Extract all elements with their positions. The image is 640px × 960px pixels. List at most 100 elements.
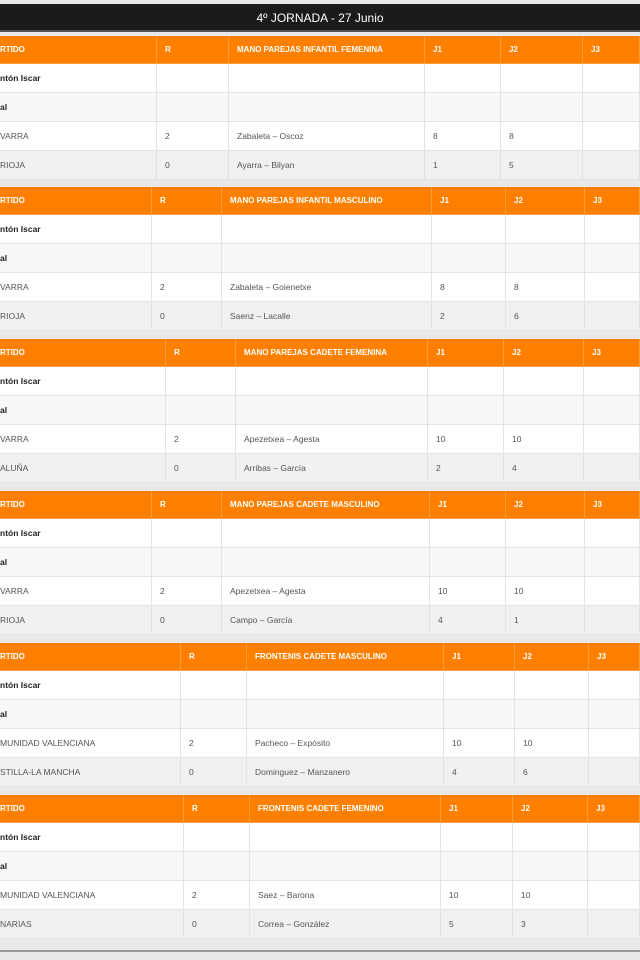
cell-j3 <box>588 910 640 938</box>
column-header-j1: J1 <box>425 36 501 63</box>
cell-pareja <box>222 548 430 576</box>
cell-r: 2 <box>152 577 222 605</box>
cell-j1: 10 <box>430 577 506 605</box>
cell-pareja: Dominguez – Manzanero <box>247 758 444 786</box>
cell-j1: 10 <box>441 881 513 909</box>
column-header-j3: J3 <box>588 795 640 822</box>
table-row: al <box>0 852 640 881</box>
column-header-j1: J1 <box>432 187 506 214</box>
cell-pareja: Zabaleta – Goienetxe <box>222 273 432 301</box>
column-header-j3: J3 <box>585 491 640 518</box>
cell-j3 <box>589 729 640 757</box>
cell-j2 <box>501 64 583 92</box>
cell-j3 <box>588 852 640 880</box>
cell-r: 0 <box>184 910 250 938</box>
top-spacer <box>0 0 640 4</box>
cell-j1 <box>430 519 506 547</box>
cell-partido: ntón Iscar <box>0 367 166 395</box>
cell-j2: 8 <box>501 122 583 150</box>
cell-partido: VARRA <box>0 577 152 605</box>
cell-partido: MUNIDAD VALENCIANA <box>0 729 181 757</box>
table-header: RTIDO R FRONTENIS CADETE MASCULINO J1 J2 J3 <box>0 643 640 671</box>
cell-j2 <box>506 215 585 243</box>
cell-j3 <box>584 425 640 453</box>
cell-j2: 6 <box>515 758 589 786</box>
cell-pareja: Correa – González <box>250 910 441 938</box>
cell-j1: 4 <box>430 606 506 634</box>
cell-j2 <box>504 367 584 395</box>
cell-partido: ntón Iscar <box>0 64 157 92</box>
cell-pareja <box>250 823 441 851</box>
cell-j3 <box>585 215 640 243</box>
cell-partido: NARIAS <box>0 910 184 938</box>
cell-j1 <box>432 244 506 272</box>
cell-j3 <box>589 758 640 786</box>
cell-partido: ntón Iscar <box>0 671 181 699</box>
cell-pareja: Zabaleta – Oscoz <box>229 122 425 150</box>
cell-j3 <box>584 396 640 424</box>
column-header-j1: J1 <box>428 339 504 366</box>
cell-j1 <box>432 215 506 243</box>
cell-j3 <box>585 577 640 605</box>
column-header-j2: J2 <box>515 643 589 670</box>
cell-r <box>152 519 222 547</box>
cell-j2: 10 <box>506 577 585 605</box>
cell-j1 <box>444 700 515 728</box>
cell-j2 <box>515 671 589 699</box>
table-row: STILLA-LA MANCHA 0 Dominguez – Manzanero 4 6 <box>0 758 640 787</box>
table-row: ntón Iscar <box>0 519 640 548</box>
cell-j2: 3 <box>513 910 588 938</box>
cell-j2: 6 <box>506 302 585 330</box>
column-header-partido: RTIDO <box>0 491 152 518</box>
match-table: RTIDO R MANO PAREJAS INFANTIL FEMENINA J1 J2… <box>0 36 640 180</box>
column-header-partido: RTIDO <box>0 36 157 63</box>
cell-pareja <box>250 852 441 880</box>
cell-j2 <box>506 244 585 272</box>
cell-j1: 10 <box>444 729 515 757</box>
cell-pareja: Arribas – García <box>236 454 428 482</box>
cell-j1: 2 <box>432 302 506 330</box>
match-table: RTIDO R MANO PAREJAS CADETE FEMENINA J1 J2 J3… <box>0 339 640 483</box>
table-row: RIOJA 0 Ayarra – Bilyan 1 5 <box>0 151 640 180</box>
table-row: VARRA 2 Apezetxea – Agesta 10 10 <box>0 425 640 454</box>
column-header-j2: J2 <box>506 491 585 518</box>
cell-partido: RIOJA <box>0 151 157 179</box>
cell-pareja <box>222 215 432 243</box>
cell-partido: STILLA-LA MANCHA <box>0 758 181 786</box>
column-header-r: R <box>166 339 236 366</box>
cell-j1: 1 <box>425 151 501 179</box>
column-header-r: R <box>181 643 247 670</box>
cell-j3 <box>588 881 640 909</box>
cell-pareja <box>236 396 428 424</box>
column-header-partido: RTIDO <box>0 187 152 214</box>
table-row: VARRA 2 Zabaleta – Oscoz 8 8 <box>0 122 640 151</box>
cell-j3 <box>585 302 640 330</box>
cell-pareja: Saenz – Lacalle <box>222 302 432 330</box>
cell-r <box>184 852 250 880</box>
match-table: RTIDO R MANO PAREJAS INFANTIL MASCULINO J1 J… <box>0 187 640 331</box>
cell-r <box>152 548 222 576</box>
cell-j1: 4 <box>444 758 515 786</box>
table-row: al <box>0 548 640 577</box>
column-header-j3: J3 <box>585 187 640 214</box>
cell-j2 <box>513 852 588 880</box>
cell-j2 <box>501 93 583 121</box>
column-header-j1: J1 <box>430 491 506 518</box>
cell-j1 <box>430 548 506 576</box>
table-row: ntón Iscar <box>0 367 640 396</box>
cell-j1: 2 <box>428 454 504 482</box>
table-header: RTIDO R MANO PAREJAS INFANTIL MASCULINO J1 J… <box>0 187 640 215</box>
column-header-pareja: MANO PAREJAS CADETE FEMENINA <box>236 339 428 366</box>
column-header-pareja: MANO PAREJAS CADETE MASCULINO <box>222 491 430 518</box>
table-row: ntón Iscar <box>0 215 640 244</box>
cell-j2: 8 <box>506 273 585 301</box>
cell-r: 0 <box>157 151 229 179</box>
column-header-partido: RTIDO <box>0 339 166 366</box>
cell-partido: RIOJA <box>0 606 152 634</box>
table-row: MUNIDAD VALENCIANA 2 Pacheco – Expósito 10 1… <box>0 729 640 758</box>
cell-j1: 8 <box>432 273 506 301</box>
cell-j3 <box>588 823 640 851</box>
cell-partido: ALUÑA <box>0 454 166 482</box>
table-row: NARIAS 0 Correa – González 5 3 <box>0 910 640 939</box>
cell-r: 2 <box>152 273 222 301</box>
